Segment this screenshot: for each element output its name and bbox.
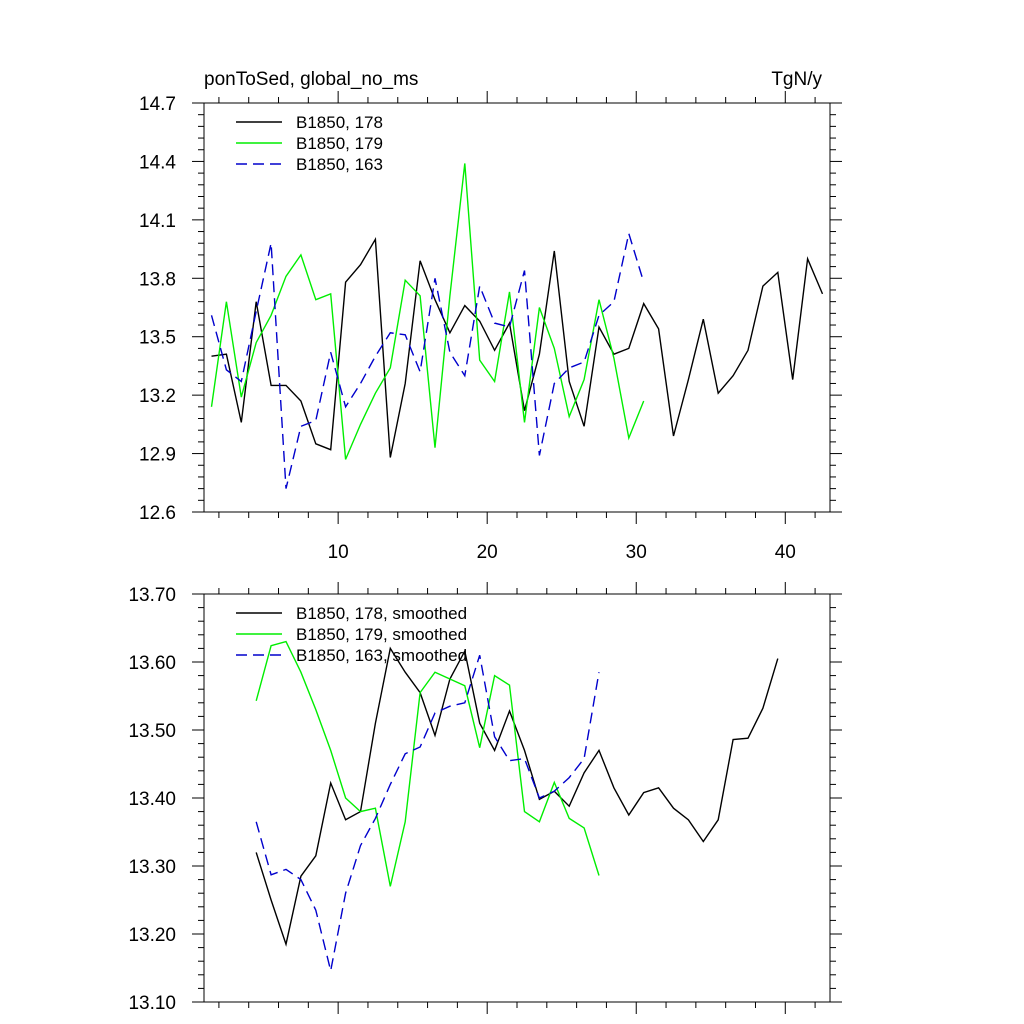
y-tick-label: 12.9 [139, 445, 176, 466]
x-tick-label: 20 [477, 542, 498, 563]
x-tick-label: 40 [775, 542, 796, 563]
legend-label-1: B1850, 179, smoothed [296, 625, 467, 644]
series-line-2 [255, 654, 600, 971]
y-tick-label: 13.50 [128, 721, 176, 742]
y-tick-label: 13.20 [128, 925, 176, 946]
y-tick-label: 14.4 [139, 152, 176, 173]
series-line-1 [210, 163, 645, 460]
y-tick-label: 13.60 [128, 653, 176, 674]
series-line-1 [255, 640, 600, 887]
series-line-2 [210, 230, 645, 489]
y-tick-label: 13.40 [128, 789, 176, 810]
y-tick-label: 13.10 [128, 993, 176, 1014]
chart-title-left: ponToSed, global_no_ms [204, 69, 418, 90]
y-tick-label: 13.30 [128, 857, 176, 878]
y-tick-label: 12.6 [139, 503, 176, 524]
y-tick-label: 13.70 [128, 585, 176, 606]
y-tick-label: 14.1 [139, 211, 176, 232]
series-line-0 [211, 236, 824, 458]
x-tick-label: 30 [626, 542, 647, 563]
bottom-panel: 13.10 13.20 13.30 13.40 13.50 13.60 13.70 B1850… [128, 582, 842, 1014]
legend-label-0: B1850, 178, smoothed [296, 604, 467, 623]
y-tick-label: 14.7 [139, 94, 176, 115]
legend-label-0: B1850, 178 [296, 113, 383, 132]
legend-label-2: B1850, 163, smoothed [296, 646, 467, 665]
top-panel: 12.6 12.9 13.2 13.5 13.8 14.1 14.4 14.7 10 20 30 40… [139, 69, 842, 563]
legend-label-2: B1850, 163 [296, 155, 383, 174]
y-tick-label: 13.2 [139, 386, 176, 407]
series-line-0 [255, 646, 779, 947]
legend-label-1: B1850, 179 [296, 134, 383, 153]
y-tick-label: 13.5 [139, 328, 176, 349]
x-tick-label: 10 [328, 542, 349, 563]
chart-title-right: TgN/y [771, 69, 822, 90]
y-tick-label: 13.8 [139, 269, 176, 290]
